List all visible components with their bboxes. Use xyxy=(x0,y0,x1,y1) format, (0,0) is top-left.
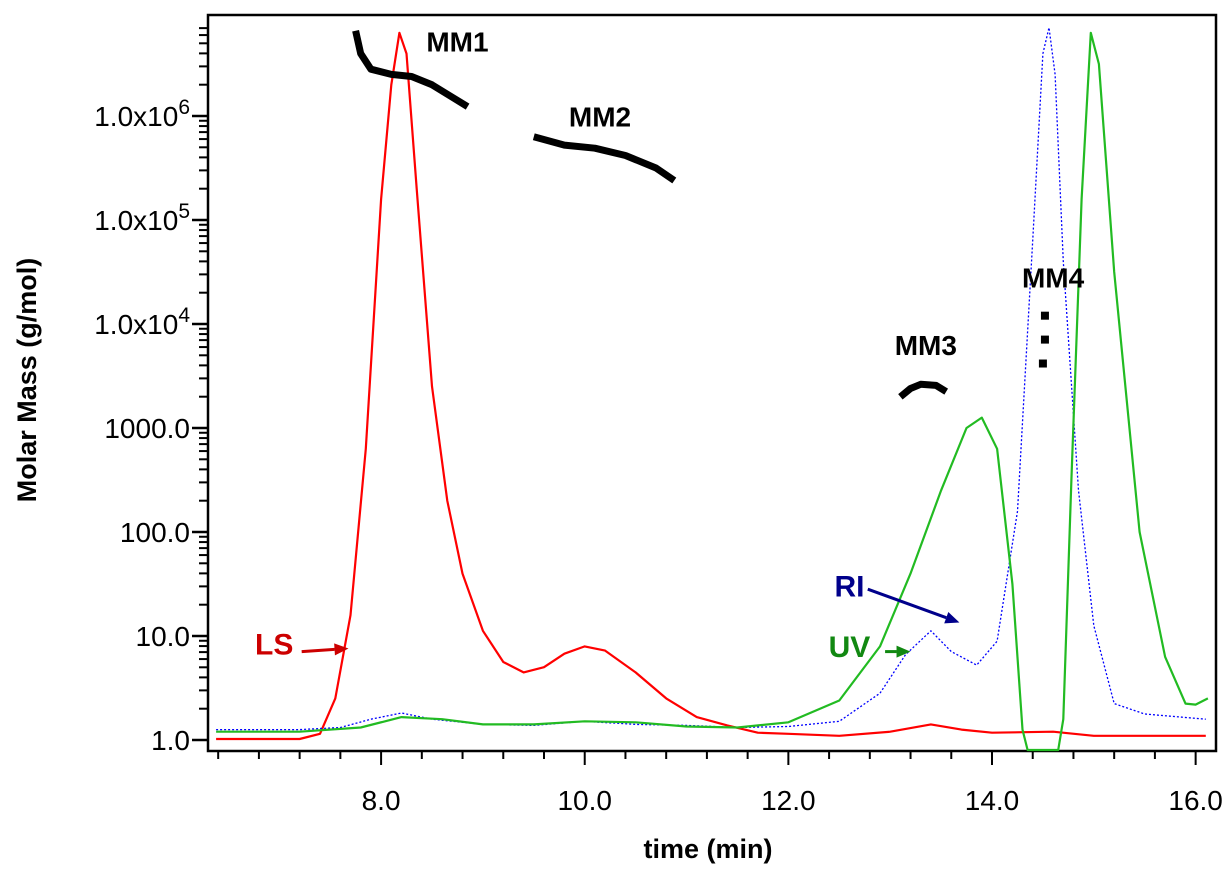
mm1-curve xyxy=(352,29,470,110)
ls-label: LS xyxy=(255,629,293,662)
mm4-label: MM4 xyxy=(1022,263,1085,294)
ri-label: RI xyxy=(834,570,864,603)
uv-label: UV xyxy=(829,631,871,664)
series-layer xyxy=(216,26,1209,752)
x-tick-label: 14.0 xyxy=(965,785,1020,816)
y-minor-ticks xyxy=(199,27,208,710)
ls-arrow-head xyxy=(334,643,349,656)
uv-arrow-head xyxy=(896,645,911,658)
molar-mass-layer: MM1 MM2 MM3 MM4 xyxy=(352,27,1085,400)
x-tick-label: 10.0 xyxy=(557,785,612,816)
y-tick-label: 1.0x104 xyxy=(94,304,190,340)
y-axis-ticks: 1.0 10.0 100.0 1000.0 1.0x104 1.0x105 1.0x106 xyxy=(94,96,208,756)
plot-area xyxy=(206,13,1218,753)
mm2-label: MM2 xyxy=(569,101,631,132)
y-tick-label: 1000.0 xyxy=(104,413,190,444)
x-tick-label: 12.0 xyxy=(761,785,816,816)
y-tick-label: 10.0 xyxy=(136,621,191,652)
x-tick-label: 8.0 xyxy=(362,785,401,816)
ri-arrow-line xyxy=(867,587,947,620)
y-tick-label: 1.0x105 xyxy=(94,200,190,236)
series-ri-line xyxy=(216,26,1206,731)
y-tick-label: 1.0x106 xyxy=(94,96,190,132)
ri-arrow-head xyxy=(944,612,960,624)
mm4-point xyxy=(1038,359,1047,368)
y-axis-title: Molar Mass (g/mol) xyxy=(12,258,42,503)
mm3-curve xyxy=(898,380,949,400)
y-tick-label: 1.0 xyxy=(151,725,190,756)
mm4-point xyxy=(1040,335,1049,344)
series-ls-line xyxy=(216,31,1206,741)
series-uv-line xyxy=(216,31,1209,752)
annotation-layer: LS RI UV xyxy=(255,570,960,664)
mm1-label: MM1 xyxy=(426,27,488,58)
mm4-point xyxy=(1040,311,1049,320)
mm2-curve xyxy=(532,133,677,184)
mm3-label: MM3 xyxy=(895,330,957,361)
x-axis-ticks: 8.0 10.0 12.0 14.0 16.0 xyxy=(217,751,1223,816)
ls-arrow-line xyxy=(301,647,335,654)
x-tick-label: 16.0 xyxy=(1168,785,1223,816)
x-axis-title: time (min) xyxy=(643,834,772,864)
y-tick-label: 100.0 xyxy=(120,517,190,548)
